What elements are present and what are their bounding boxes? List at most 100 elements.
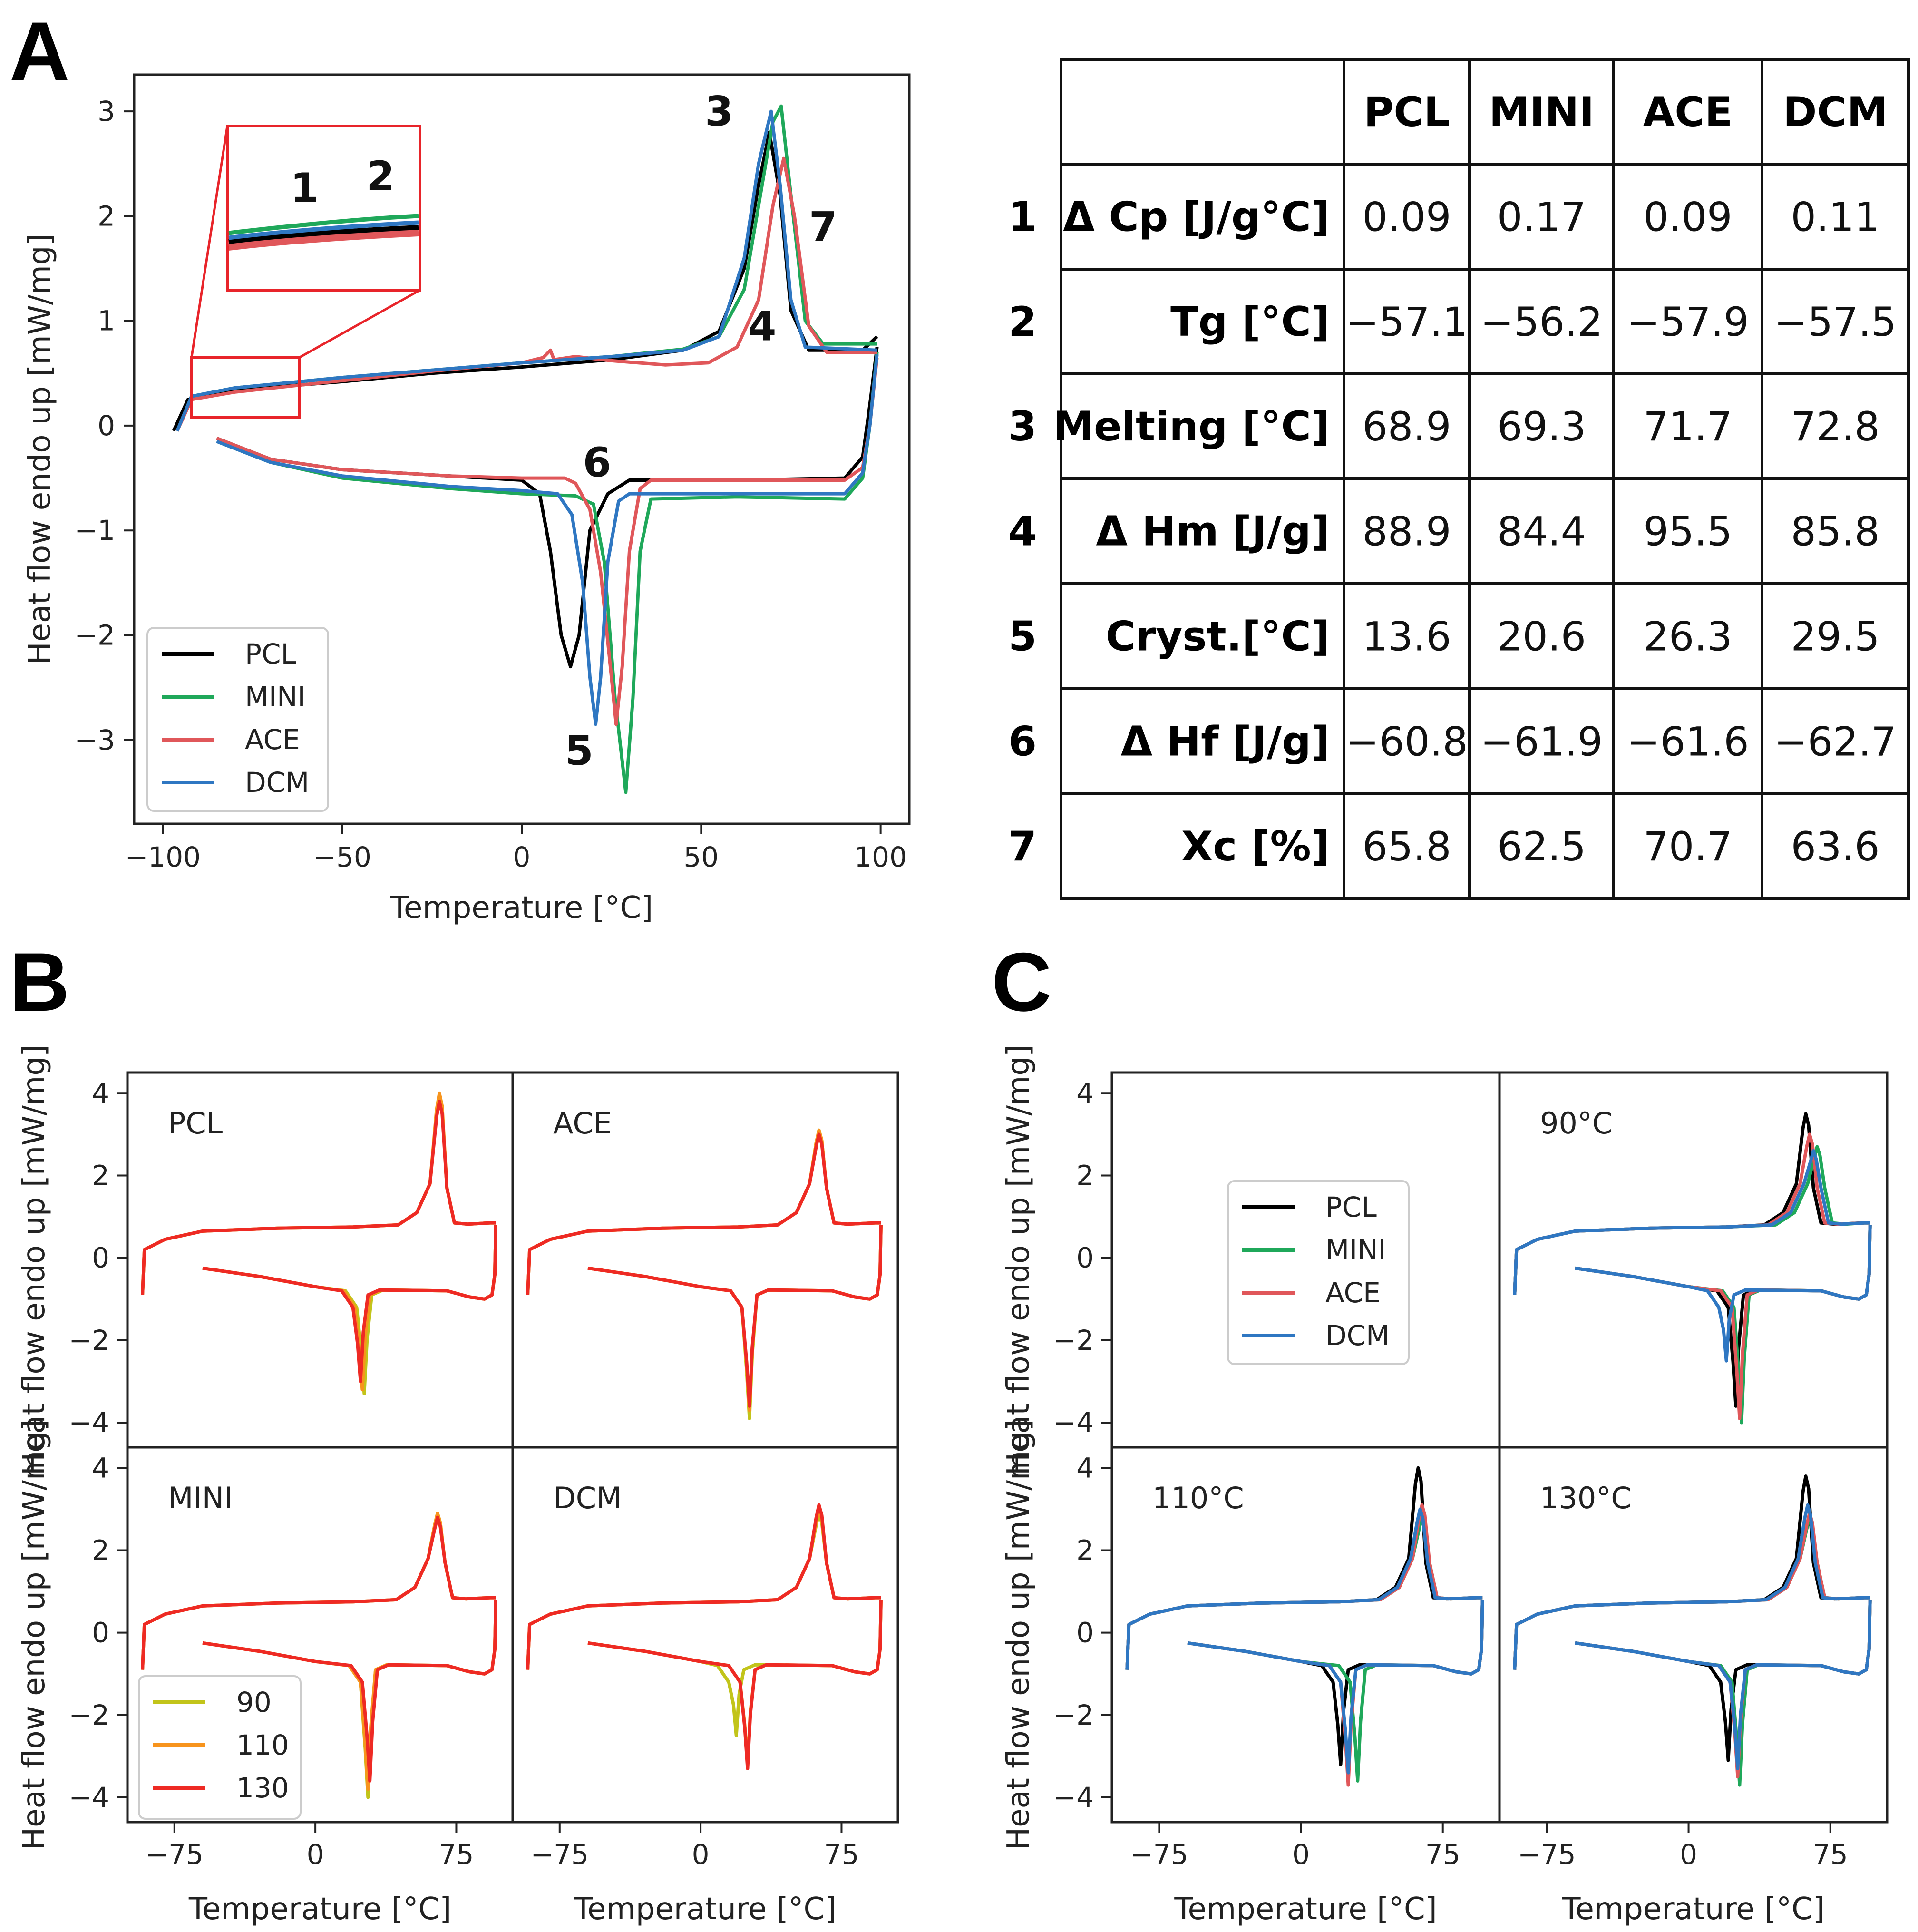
y-tick-label: 1 [97,305,115,337]
y-axis-label: Heat flow endo up [mW/mg] [1001,1044,1036,1475]
table-cell: 65.8 [1362,823,1451,870]
subplot-title: DCM [553,1481,622,1515]
table-header-ace: ACE [1643,88,1733,136]
x-tick-label: 75 [1813,1838,1848,1871]
table-cell: −56.2 [1480,299,1603,345]
table-cell: 88.9 [1362,508,1451,555]
y-axis-label: Heat flow endo up [mW/mg] [17,1044,52,1475]
subplot-title: 110°C [1152,1481,1244,1515]
y-tick-label: −2 [69,1324,110,1356]
y-axis-label: Heat flow endo up [mW/mg] [17,1419,52,1850]
legend-box [138,1675,302,1820]
x-axis-label: Temperature [°C] [1561,1892,1824,1927]
table-row-label: Xc [%] [1181,823,1330,870]
x-axis-label: Temperature [°C] [574,1892,837,1927]
table-cell: −57.9 [1626,299,1749,345]
x-tick-label: 0 [307,1838,324,1871]
table-cell: 85.8 [1791,508,1879,555]
results-table: PCL MINI ACE DCM 1 Δ Cp [J/g°C] 0.09 0.17 0.09 0.… [1008,58,1910,900]
inset-line-dcm [228,220,419,240]
table-cell: −57.1 [1345,299,1468,345]
legend-label-pcl: PCL [245,638,296,670]
legend-label-mini: MINI [245,681,306,713]
table-row-label: Δ Hf [J/g] [1121,718,1330,766]
y-tick-label: 2 [92,1159,109,1191]
series-line-130-cooling [202,1600,497,1783]
table-header-mini: MINI [1489,88,1595,136]
legend-label-ace: ACE [1325,1277,1381,1309]
x-axis-label: Temperature [°C] [1174,1892,1437,1927]
x-tick-label: 75 [1425,1838,1460,1871]
y-tick-label: 4 [92,1077,109,1109]
series-line-dcm-cooling [1575,1600,1872,1770]
table-cell: 84.4 [1497,508,1586,555]
y-axis-label: Heat flow endo up [mW/mg] [22,234,58,665]
x-tick-label: 0 [1680,1838,1697,1871]
table-row-number: 4 [1008,508,1037,556]
y-tick-label: 3 [97,95,115,127]
subplot-title: PCL [168,1106,223,1141]
series-line-130-cooling [587,1600,883,1770]
legend-label-dcm: DCM [245,766,309,799]
legend-label-90: 90 [236,1686,272,1718]
inset-line-ace [228,228,419,251]
zoom-connector [298,289,421,359]
legend-label-130: 130 [236,1772,289,1804]
panel-letter-c: C [992,936,1051,1029]
panel-c-chart: −4 −2 0 2 4 90°C −4 −2 0 2 4 −75 0 75 Temperature [°C]… [1001,1044,1889,1927]
table-cell: 0.11 [1791,194,1879,241]
x-tick-label: −75 [531,1838,589,1871]
x-tick-label: 0 [692,1838,710,1871]
y-tick-label: 2 [97,200,115,232]
x-tick-label: −100 [125,841,201,873]
x-tick-label: −75 [1518,1838,1576,1871]
y-tick-label: −3 [75,724,116,756]
x-axis-label: Temperature [°C] [390,890,653,926]
y-tick-label: 0 [97,410,115,442]
panel-letter-b: B [10,936,69,1029]
table-cell: 20.6 [1497,614,1586,660]
legend-label-110: 110 [236,1729,289,1761]
table-cell: 70.7 [1643,823,1732,870]
series-line-dcm-heating [1125,1507,1483,1670]
table-cell: 29.5 [1791,614,1879,660]
x-tick-label: −75 [1130,1838,1188,1871]
legend-box [146,627,329,812]
table-row-number: 1 [1008,194,1037,241]
table-row-number: 3 [1008,403,1037,450]
annotation-label: 5 [565,727,594,775]
subplot-frame [1498,1446,1889,1824]
legend-label-mini: MINI [1325,1234,1386,1266]
x-tick-label: 100 [854,841,907,873]
legend-box [1227,1180,1410,1365]
series-line-ace-cooling [216,357,879,726]
table-header-pcl: PCL [1364,88,1450,136]
table-cell: −57.5 [1774,299,1896,345]
table-cell: −61.9 [1480,719,1603,765]
zoom-region-box [190,356,301,419]
table-cell: 69.3 [1497,403,1586,450]
series-line-130-heating [141,1515,496,1670]
table-row-number: 2 [1008,298,1037,346]
x-tick-label: −75 [146,1838,204,1871]
subplot-title: 130°C [1540,1481,1632,1515]
series-line-dcm-heating [1513,1503,1870,1670]
y-tick-label: −2 [1053,1324,1094,1356]
y-tick-label: 0 [92,1617,109,1649]
y-tick-label: 0 [92,1242,109,1274]
inset-line-mini [228,214,419,235]
subplot-frame [511,1446,899,1824]
inset-line-pcl [228,225,419,244]
y-tick-label: 4 [1076,1452,1094,1484]
series-line-ace-heating [175,156,877,432]
y-tick-label: 0 [1076,1242,1094,1274]
zoom-inset-box [226,125,421,292]
legend-label-pcl: PCL [1325,1191,1377,1223]
annotation-label: 7 [809,203,837,251]
x-tick-label: 75 [439,1838,474,1871]
y-tick-label: −4 [69,1781,110,1814]
y-axis-label: Heat flow endo up [mW/mg] [1001,1419,1036,1850]
table-row-label: Cryst.[°C] [1106,613,1330,661]
legend-label-ace: ACE [245,723,300,756]
